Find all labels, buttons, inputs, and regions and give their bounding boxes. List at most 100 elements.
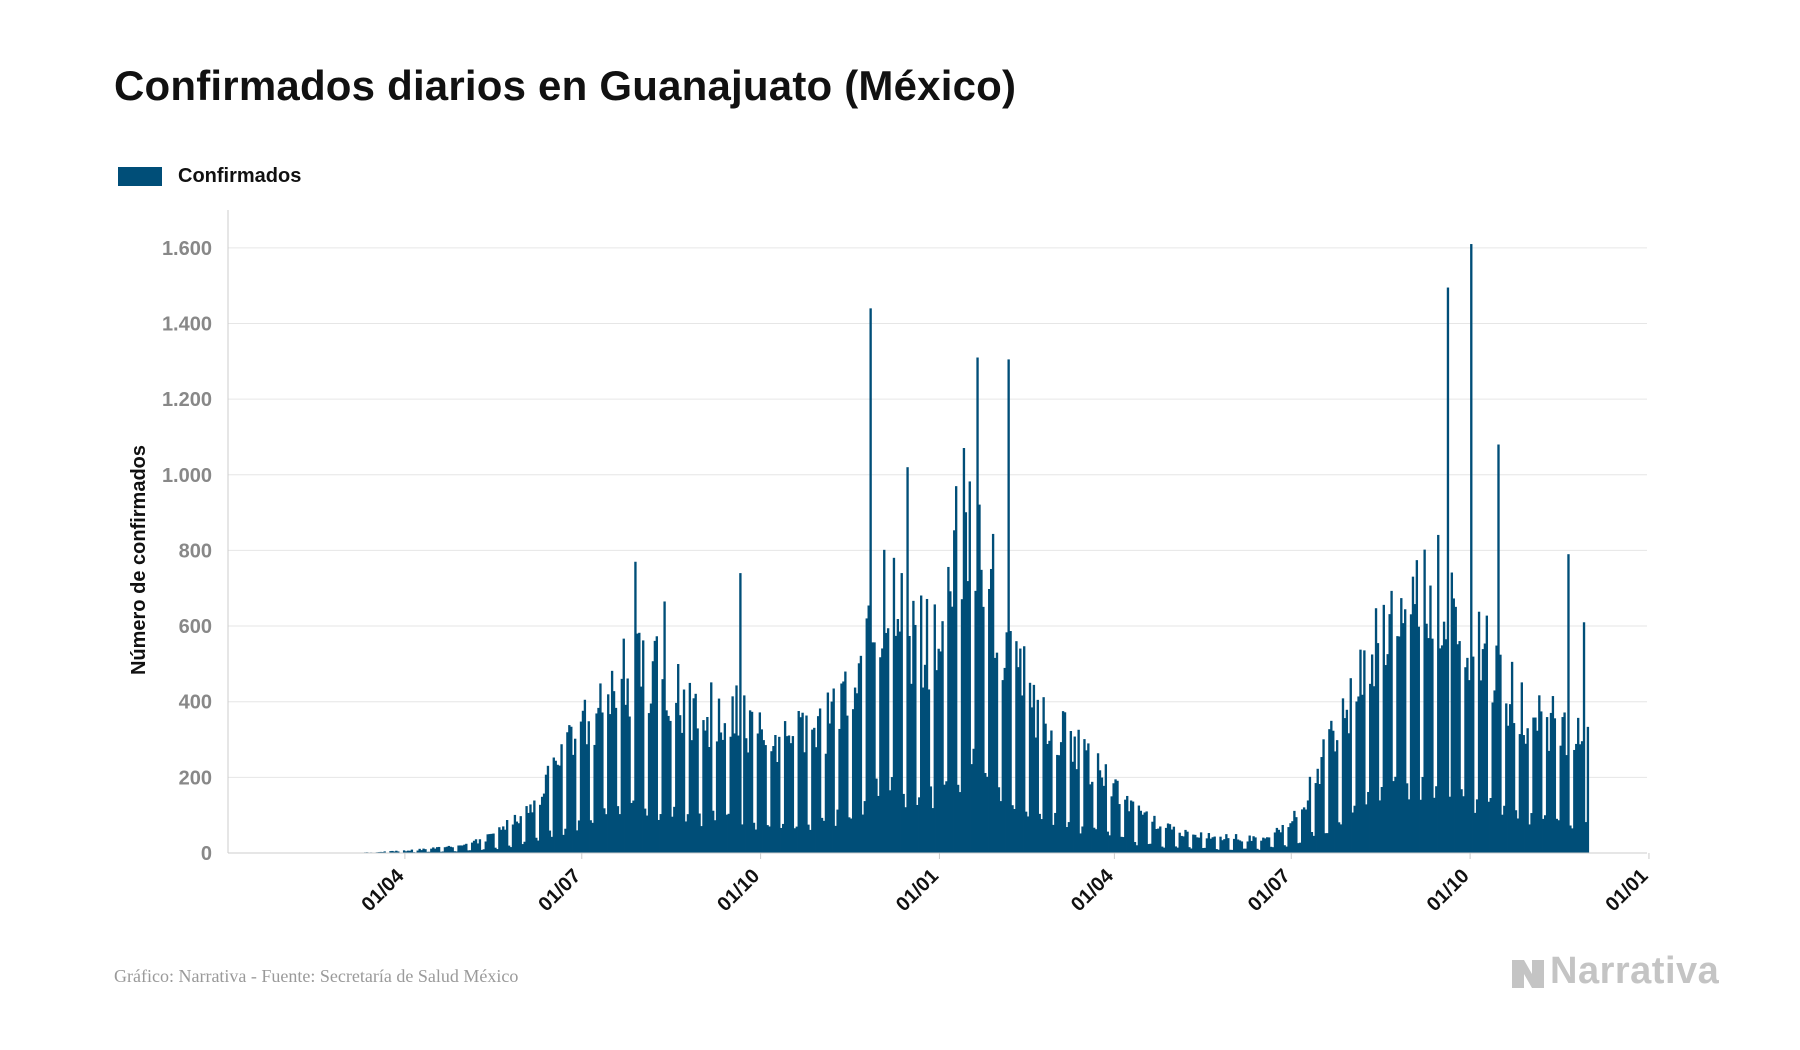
bar <box>1221 840 1224 853</box>
bar <box>1481 649 1485 853</box>
bar <box>1347 733 1350 853</box>
bar <box>883 549 886 853</box>
bar <box>743 695 746 853</box>
bar <box>1308 776 1312 853</box>
bar <box>612 691 616 853</box>
legend-label: Confirmados <box>178 165 302 187</box>
bar <box>583 699 587 853</box>
bar <box>599 683 602 853</box>
bar <box>1291 821 1294 853</box>
bar <box>1310 832 1314 853</box>
bar <box>783 721 787 853</box>
bar <box>832 688 835 853</box>
bar <box>1087 743 1090 853</box>
bar <box>529 804 532 853</box>
bar <box>1017 667 1020 853</box>
bar <box>925 598 929 853</box>
bar <box>725 814 728 853</box>
bar <box>741 824 744 853</box>
bar <box>1170 829 1174 853</box>
bar <box>1279 832 1282 853</box>
bar <box>1203 847 1207 853</box>
bar <box>1473 812 1477 853</box>
bar <box>1166 823 1170 853</box>
bar <box>558 765 561 853</box>
bar <box>453 851 456 853</box>
bar <box>1419 799 1422 853</box>
bar <box>731 696 734 853</box>
chart-title: Confirmados diarios en Guanajuato (Méxic… <box>114 62 1017 109</box>
bar <box>1505 703 1508 853</box>
bar <box>476 843 480 853</box>
bar <box>486 834 489 853</box>
bar <box>696 728 699 853</box>
bar <box>1211 837 1214 853</box>
bar <box>1217 849 1220 853</box>
bar <box>1258 849 1261 853</box>
bar <box>1085 750 1088 853</box>
bar <box>1052 824 1055 853</box>
bar <box>937 648 940 853</box>
bar <box>1367 791 1370 853</box>
bar <box>1475 799 1479 853</box>
bar <box>1295 817 1298 853</box>
bar <box>535 837 538 853</box>
bar <box>1007 359 1010 853</box>
bar <box>1365 804 1368 853</box>
y-tick-label: 800 <box>179 540 212 562</box>
bar <box>610 670 614 853</box>
bar <box>1069 731 1073 853</box>
bar <box>502 826 505 853</box>
bar <box>459 845 462 853</box>
bar <box>1542 818 1545 853</box>
bar <box>1036 699 1039 853</box>
bar <box>1580 741 1584 853</box>
bar <box>939 651 942 853</box>
bar <box>1044 723 1047 853</box>
bar <box>467 850 470 853</box>
bar <box>1021 695 1024 853</box>
bar <box>616 806 620 853</box>
bar <box>556 764 559 853</box>
bar <box>437 846 441 853</box>
bar <box>1287 827 1290 853</box>
bar <box>1182 836 1185 853</box>
bar <box>818 708 822 853</box>
bar <box>1522 735 1525 853</box>
bar <box>1328 729 1331 853</box>
y-tick-label: 1.200 <box>162 389 212 411</box>
bar <box>1023 646 1026 853</box>
bar <box>815 747 818 853</box>
bar <box>1561 717 1564 853</box>
bar <box>624 704 627 853</box>
bar <box>1178 832 1181 853</box>
bar <box>1081 826 1084 853</box>
bar <box>1392 781 1395 853</box>
bar <box>1493 690 1496 853</box>
bar <box>1357 696 1360 853</box>
bar <box>455 851 458 853</box>
bar <box>778 736 781 853</box>
bar <box>1157 828 1160 853</box>
bar <box>677 664 680 853</box>
bar <box>719 732 723 853</box>
bar <box>863 801 866 853</box>
bar <box>607 694 610 853</box>
bar <box>420 850 423 853</box>
bar <box>954 486 958 853</box>
bar <box>1126 795 1129 853</box>
bar <box>1559 745 1562 853</box>
y-tick-label: 400 <box>179 692 212 714</box>
bar <box>752 822 756 853</box>
bar <box>1526 728 1529 853</box>
bar <box>1186 831 1189 853</box>
bar <box>910 683 913 853</box>
bar <box>1005 632 1008 853</box>
bar <box>1232 838 1236 853</box>
bar <box>1289 823 1292 853</box>
bar <box>1532 717 1535 853</box>
brand-logo: Narrativa <box>1510 950 1719 993</box>
bar <box>492 833 495 853</box>
bar <box>1028 682 1032 853</box>
bar <box>1386 654 1389 853</box>
